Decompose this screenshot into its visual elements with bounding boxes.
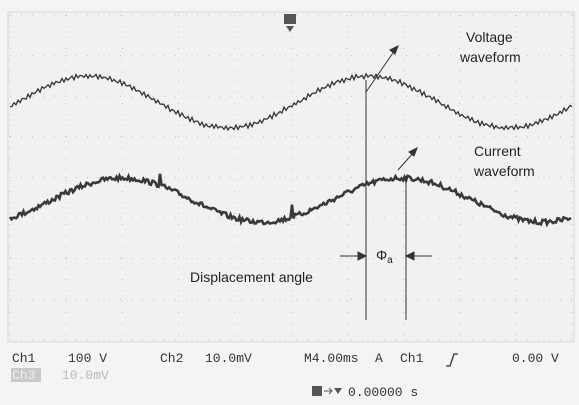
ch3-label: Ch3 xyxy=(12,368,35,383)
current-label: Current xyxy=(474,143,521,159)
trigger-level: 0.00 V xyxy=(512,351,559,366)
phase-symbol: Φ xyxy=(376,247,387,263)
ch2-label: Ch2 xyxy=(160,351,183,366)
ch1-label: Ch1 xyxy=(12,351,36,366)
trigger-mode: A xyxy=(375,351,383,366)
displacement-label: Displacement angle xyxy=(190,269,313,285)
trigger-source: Ch1 xyxy=(400,351,424,366)
current-label: waveform xyxy=(473,163,535,179)
ch1-scale: 100 V xyxy=(68,351,107,366)
phase-subscript: a xyxy=(387,255,393,266)
voltage-label: waveform xyxy=(459,49,521,65)
ch2-scale: 10.0mV xyxy=(205,351,252,366)
ch3-scale: 10.0mV xyxy=(62,368,109,383)
voltage-label: Voltage xyxy=(466,29,513,45)
trigger-position: 0.00000 s xyxy=(348,385,418,400)
oscilloscope-screen: Voltage waveform Current waveform Φa Dis… xyxy=(0,0,579,405)
timebase: M4.00ms xyxy=(304,351,359,366)
